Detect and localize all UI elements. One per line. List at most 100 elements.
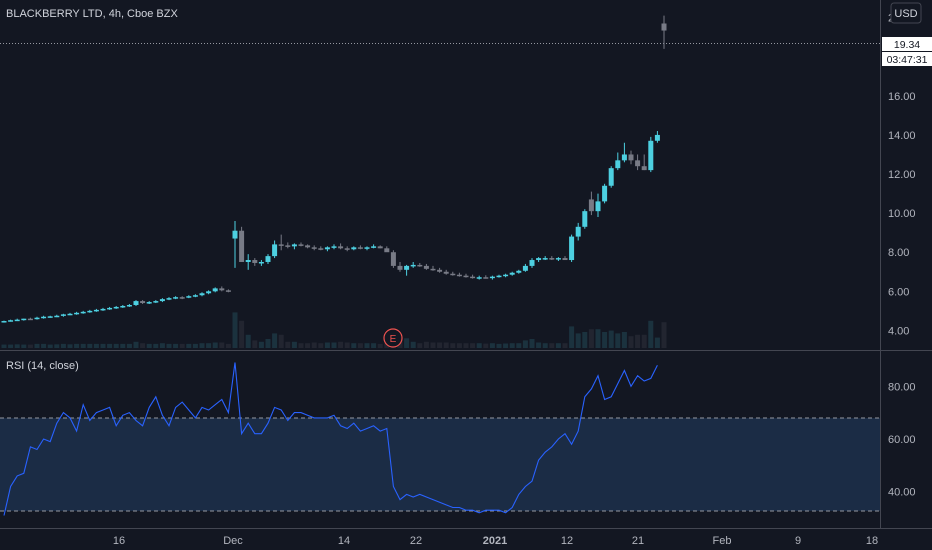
volume-bar (516, 343, 522, 348)
volume-bar (1, 344, 7, 348)
candle-body (298, 244, 304, 246)
countdown-tag (882, 52, 932, 66)
price-tick-label: 8.00 (888, 247, 909, 259)
volume-bar (133, 341, 139, 348)
time-axis[interactable]: 16 Dec 14 22 2021 12 21 Feb 9 18 (113, 535, 878, 547)
price-tick-label: 4.00 (888, 325, 909, 337)
candle-body (60, 314, 66, 316)
rsi-series (3, 362, 658, 516)
volume-bar (8, 344, 14, 348)
candle-body (186, 296, 192, 298)
volume-bar (529, 339, 535, 348)
candle-body (126, 304, 132, 307)
price-tick-label: 10.00 (888, 208, 916, 220)
volume-bar (456, 343, 462, 348)
candle-body (93, 309, 99, 312)
candle-body (291, 244, 297, 247)
candle-body (417, 264, 423, 267)
rsi-axis[interactable]: 80.00 60.00 40.00 (888, 381, 916, 498)
volume-bar (483, 343, 489, 348)
candle-body (575, 226, 581, 237)
volume-bar (423, 341, 429, 348)
volume-bar (371, 343, 377, 348)
earnings-marker-label: E (390, 334, 397, 345)
candle-body (41, 316, 47, 319)
volume-bar (509, 343, 515, 348)
candle-body (212, 288, 218, 292)
volume-bar (34, 343, 40, 348)
rsi-title[interactable]: RSI (14, close) (6, 360, 79, 372)
volume-bar (503, 343, 509, 348)
candle-body (522, 265, 528, 271)
candle-body (661, 23, 667, 31)
volume-bar (265, 339, 271, 348)
candle-body (615, 160, 621, 169)
earnings-marker[interactable] (383, 328, 403, 348)
volume-bar (324, 342, 330, 348)
candle-body (113, 306, 119, 309)
volume-bar (648, 320, 654, 348)
volume-bar (146, 343, 152, 348)
candle-body (8, 320, 14, 322)
candle-body (153, 301, 159, 303)
volume-bar (41, 343, 47, 348)
volume-bar (463, 343, 469, 348)
volume-bar (159, 343, 165, 348)
candle-body (509, 272, 515, 275)
time-tick-label: 12 (561, 535, 573, 547)
candle-body (318, 248, 324, 250)
price-tick-label: 14.00 (888, 130, 916, 142)
candle-body (258, 261, 264, 264)
volume-bar (602, 332, 608, 348)
volume-bar (470, 343, 476, 348)
candle-body (397, 265, 403, 270)
volume-bar (549, 343, 555, 348)
currency-button[interactable] (890, 2, 922, 24)
candle-body (107, 307, 113, 310)
volume-bar (60, 343, 66, 348)
candle-body (272, 244, 278, 257)
candle-body (404, 265, 410, 270)
volume-bar (278, 334, 284, 348)
volume-bar (364, 343, 370, 348)
volume-bar (351, 343, 357, 348)
volume-bars (1, 312, 667, 348)
volume-bar (120, 343, 126, 348)
candle-body (357, 247, 363, 249)
rsi-tick-label: 60.00 (888, 434, 916, 446)
volume-bar (595, 329, 601, 348)
symbol-title[interactable]: BLACKBERRY LTD, 4h, Cboe BZX (6, 8, 178, 20)
candle-body (140, 301, 146, 304)
price-tick-label: 16.00 (888, 91, 916, 103)
candle-body (47, 316, 53, 318)
candle-body (470, 276, 476, 279)
candle-body (311, 247, 317, 249)
candle-body (555, 258, 561, 260)
candle-body (621, 154, 627, 161)
volume-bar (67, 344, 73, 348)
candle-body (232, 230, 238, 239)
candle-body (219, 288, 225, 291)
candle-body (225, 290, 231, 292)
time-tick-label: 18 (866, 535, 878, 547)
volume-bar (404, 338, 410, 348)
candle-body (582, 211, 588, 227)
candle-body (536, 258, 542, 261)
volume-bar (344, 342, 350, 348)
candle-body (324, 247, 330, 250)
candle-body (496, 275, 502, 278)
volume-bar (311, 342, 317, 348)
candle-body (192, 295, 198, 297)
volume-bar (582, 332, 588, 348)
time-tick-label: 9 (795, 535, 801, 547)
volume-bar (80, 343, 86, 348)
candle-body (252, 260, 258, 263)
volume-bar (258, 341, 264, 348)
volume-bar (14, 344, 20, 348)
volume-bar (100, 343, 106, 348)
volume-bar (166, 343, 172, 348)
candle-body (120, 305, 126, 308)
candle-body (159, 299, 165, 302)
volume-bar (522, 340, 528, 348)
